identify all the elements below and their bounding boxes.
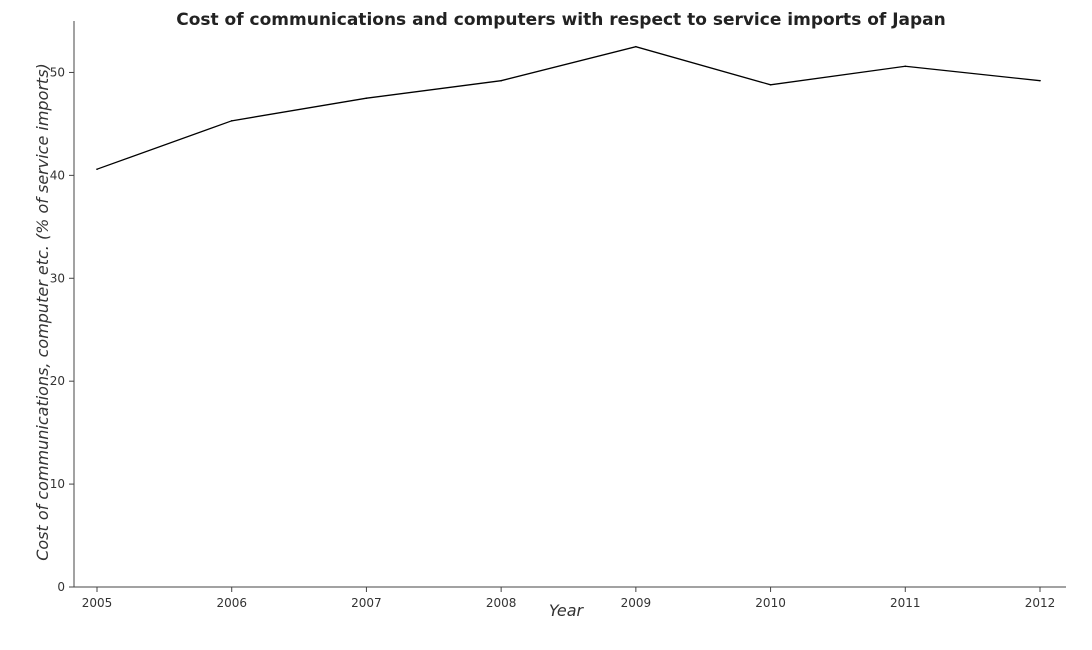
data-point <box>1039 79 1041 82</box>
x-axis-label: Year <box>549 601 585 620</box>
data-point <box>500 79 502 82</box>
series-group <box>96 45 1041 170</box>
chart-title: Cost of communications and computers wit… <box>176 10 946 30</box>
x-tick-label: 2008 <box>486 596 517 610</box>
x-ticks: 2005 2006 2007 2008 2009 2010 2011 2012 <box>82 587 1056 610</box>
data-point <box>635 45 637 48</box>
x-tick-label: 2011 <box>890 596 921 610</box>
x-tick-label: 2005 <box>82 596 113 610</box>
series-line <box>96 46 1041 170</box>
data-point <box>904 65 907 68</box>
x-tick-label: 2006 <box>216 596 247 610</box>
data-point <box>769 84 772 86</box>
x-tick-label: 2007 <box>351 596 382 610</box>
data-point <box>365 97 368 99</box>
y-tick-label: 20 <box>50 374 65 388</box>
y-tick-label: 40 <box>50 168 65 182</box>
y-tick-label: 0 <box>57 580 65 594</box>
x-tick-label: 2012 <box>1025 596 1056 610</box>
data-point <box>96 168 98 170</box>
y-tick-label: 10 <box>50 477 65 491</box>
y-tick-label: 30 <box>50 271 65 285</box>
y-tick-label: 50 <box>50 65 65 79</box>
x-tick-label: 2010 <box>755 596 786 610</box>
y-ticks: 0 10 20 30 40 50 <box>50 65 74 594</box>
y-axis-label: Cost of communications, computer etc. (%… <box>33 63 52 561</box>
x-tick-label: 2009 <box>621 596 652 610</box>
data-point <box>230 120 233 122</box>
